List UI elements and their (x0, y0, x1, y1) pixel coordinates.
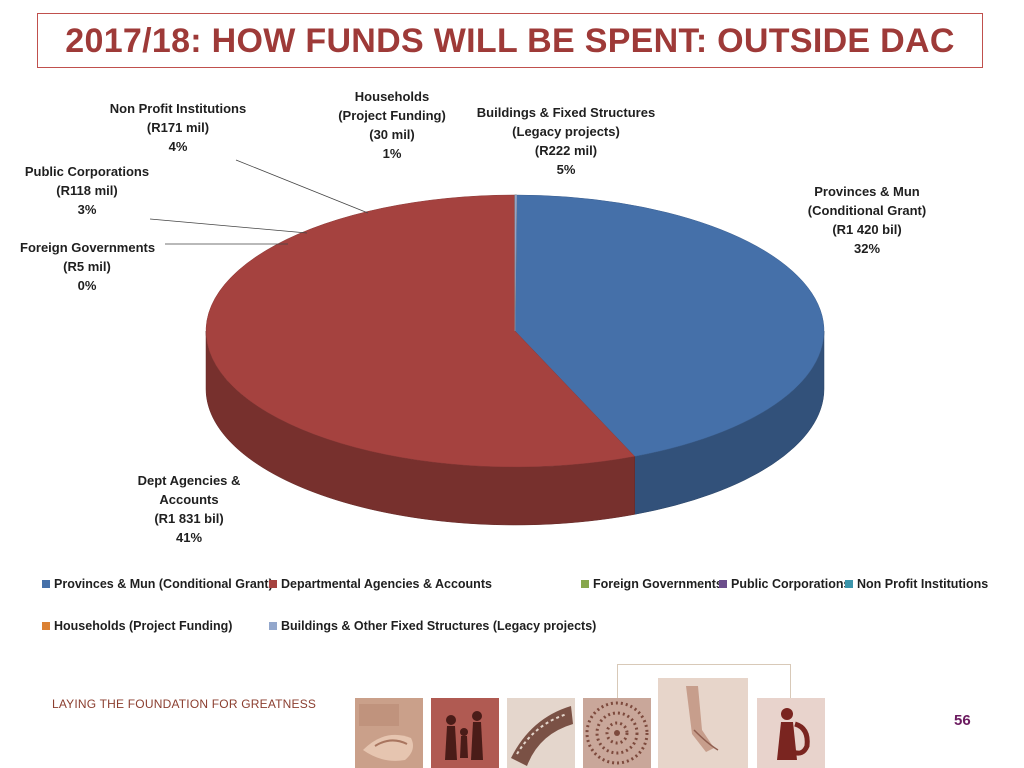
label-nonprofit-line: (R171 mil) (146, 120, 210, 135)
title-box: 2017/18: HOW FUNDS WILL BE SPENT: OUTSID… (37, 13, 983, 68)
label-prov-line: (R1 420 bil) (832, 222, 902, 237)
thumbnail-family-image (431, 698, 499, 768)
pie-slice-buildings (514, 194, 518, 332)
legend-item-dept: Departmental Agencies & Accounts (269, 577, 492, 591)
label-buildings: Buildings & Fixed Structures (Legacy pro… (466, 103, 666, 179)
pie-slice-prov (514, 194, 825, 457)
label-households-line: Households (354, 89, 430, 104)
label-dept: Dept Agencies & Accounts (R1 831 bil) 41… (126, 471, 252, 547)
label-public-line: Public Corporations (24, 164, 150, 179)
label-prov: Provinces & Mun (Conditional Grant) (R1 … (796, 182, 938, 258)
label-public-line: 3% (77, 202, 97, 217)
legend-swatch-nonprofit (845, 580, 853, 588)
legend-label-public: Public Corporations (731, 577, 851, 591)
legend-swatch-households (42, 622, 50, 630)
legend-label-households: Households (Project Funding) (54, 619, 233, 633)
slide-title: 2017/18: HOW FUNDS WILL BE SPENT: OUTSID… (65, 22, 955, 60)
label-buildings-line: (R222 mil) (534, 143, 598, 158)
legend-swatch-public (719, 580, 727, 588)
thumbnail-ballet-image (658, 678, 748, 768)
leader-nonprofit (235, 159, 369, 214)
thumbnail-film-image (507, 698, 575, 768)
legend-swatch-prov (42, 580, 50, 588)
legend-swatch-foreign (581, 580, 589, 588)
legend-label-foreign: Foreign Governments (593, 577, 723, 591)
legend-item-nonprofit: Non Profit Institutions (845, 577, 988, 591)
thumbnail-basket-image (583, 698, 651, 768)
thumbnail-saxophone-image (757, 698, 825, 768)
label-foreign-line: 0% (77, 278, 97, 293)
label-public-line: (R118 mil) (56, 183, 118, 198)
label-buildings-line: (Legacy projects) (512, 124, 620, 139)
legend-swatch-buildings (269, 622, 277, 630)
legend-label-dept: Departmental Agencies & Accounts (281, 577, 492, 591)
legend-label-buildings: Buildings & Other Fixed Structures (Lega… (281, 619, 597, 633)
label-dept-line: Accounts (159, 492, 219, 507)
label-buildings-line: 5% (556, 162, 576, 177)
label-prov-line: Provinces & Mun (814, 184, 920, 199)
pie-slice-dept (205, 194, 636, 468)
label-nonprofit-line: Non Profit Institutions (109, 101, 247, 116)
label-households: Households (Project Funding) (30 mil) 1% (328, 87, 456, 163)
legend-item-public: Public Corporations (719, 577, 850, 591)
legend-item-buildings: Buildings & Other Fixed Structures (Lega… (269, 619, 596, 633)
label-nonprofit-line: 4% (168, 139, 188, 154)
label-foreign-line: (R5 mil) (63, 259, 111, 274)
label-dept-line: Dept Agencies & (137, 473, 241, 488)
label-households-line: 1% (382, 146, 402, 161)
label-dept-line: (R1 831 bil) (154, 511, 224, 526)
label-foreign-line: Foreign Governments (20, 240, 156, 255)
label-prov-line: 32% (853, 241, 881, 256)
label-households-line: (30 mil) (369, 127, 415, 142)
label-public: Public Corporations (R118 mil) 3% (22, 162, 152, 219)
label-foreign: Foreign Governments (R5 mil) 0% (20, 238, 156, 295)
page-number: 56 (954, 712, 971, 729)
label-households-line: (Project Funding) (338, 108, 446, 123)
legend-item-prov: Provinces & Mun (Conditional Grant) (42, 577, 273, 591)
label-prov-line: (Conditional Grant) (807, 203, 927, 218)
legend-swatch-dept (269, 580, 277, 588)
label-buildings-line: Buildings & Fixed Structures (476, 105, 656, 120)
thumbnail-hands-image (355, 698, 423, 768)
label-dept-line: 41% (175, 530, 203, 545)
legend-item-households: Households (Project Funding) (42, 619, 232, 633)
leader-public (149, 218, 308, 234)
legend-label-prov: Provinces & Mun (Conditional Grant) (54, 577, 273, 591)
legend-item-foreign: Foreign Governments (581, 577, 723, 591)
label-nonprofit: Non Profit Institutions (R171 mil) 4% (90, 99, 266, 156)
legend-label-nonprofit: Non Profit Institutions (857, 577, 989, 591)
footer-tagline: LAYING THE FOUNDATION FOR GREATNESS (52, 697, 317, 711)
